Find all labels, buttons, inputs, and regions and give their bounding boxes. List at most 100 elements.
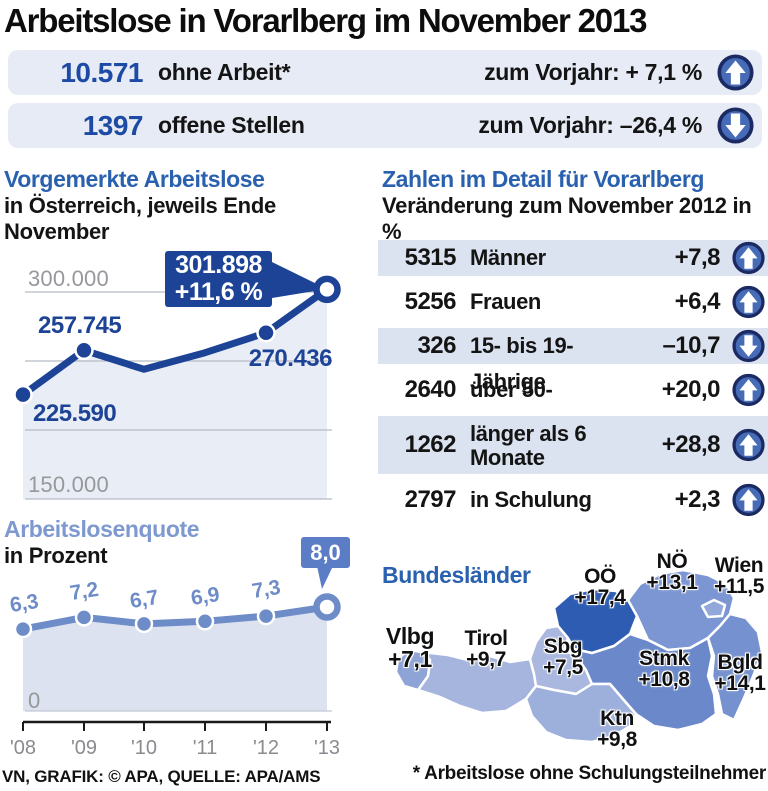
region-value: +17,4 [574, 586, 626, 609]
stat-value: 1397 [82, 110, 144, 141]
chart1-gridline-label-top: 300.000 [28, 266, 109, 291]
chart2-point-label: 6,7 [128, 585, 160, 614]
axis-year-label: '08 [9, 737, 37, 759]
table-row: 326 15- bis 19-Jährige –10,7 [378, 328, 768, 394]
map-region-vlbg [394, 648, 432, 692]
row-label: Frauen [470, 289, 541, 314]
row-count: 2640 [404, 376, 457, 403]
table-row: 1262 länger als 6 Monate +28,8 [378, 416, 768, 474]
chart2-title: Arbeitslosenquote [4, 516, 200, 542]
stat-change: zum Vorjahr: –26,4 % [478, 112, 702, 138]
up-arrow-icon [732, 428, 765, 462]
map-label-bgld: Bgld +14,1 [712, 652, 768, 695]
austria-map [394, 568, 764, 744]
row-label: in Schulung [470, 487, 592, 512]
row-label: 15- bis 19-Jährige [470, 333, 574, 394]
detail-title: Zahlen im Detail für Vorarlberg [382, 166, 705, 192]
up-arrow-icon [732, 241, 765, 275]
table-row: 2797 in Schulung +2,3 [378, 482, 768, 518]
chart1-gridline-label-bottom: 150.000 [28, 472, 109, 497]
table-row: 5256 Frauen +6,4 [378, 284, 768, 320]
axis-year-label: '13 [313, 737, 341, 759]
map-title: Bundesländer [382, 562, 531, 588]
row-change: +2,3 [674, 486, 721, 513]
stat-label: ohne Arbeit* [158, 59, 291, 85]
chart2-subtitle: in Prozent [4, 543, 108, 568]
chart2-point-label: 6,9 [189, 582, 221, 611]
axis-year-label: '09 [70, 737, 98, 759]
footnote: * Arbeitslose ohne Schulungsteilnehmer [412, 763, 767, 784]
region-name: Stmk [639, 647, 689, 670]
row-count: 5256 [404, 288, 457, 315]
region-name: Vlbg [385, 623, 435, 649]
map-label-vlbg: Vlbg +7,1 [380, 625, 440, 671]
stat-value: 10.571 [60, 57, 143, 88]
chart1-callout: 301.898 +11,6 % [165, 251, 272, 307]
axis-year-label: '11 [192, 737, 218, 759]
map-region-stmk [572, 632, 718, 732]
page-title: Arbeitslose in Vorarlberg im November 20… [4, 2, 647, 39]
map-label-noe: NÖ +13,1 [641, 551, 703, 594]
row-count: 2797 [404, 486, 457, 513]
axis-year-label: '12 [252, 737, 280, 759]
map-label-wien: Wien +11,5 [710, 555, 768, 598]
chart2-zero-label: 0 [28, 688, 41, 713]
up-arrow-icon [717, 54, 754, 91]
region-name: Sbg [543, 635, 583, 658]
chart2-point-label: 7,2 [68, 577, 100, 606]
region-value: +11,5 [714, 575, 764, 598]
region-value: +14,1 [714, 672, 766, 695]
region-name: Ktn [600, 707, 634, 730]
chart1-callout-change: +11,6 % [174, 278, 263, 306]
source-credit: VN, GRAFIK: © APA, QUELLE: APA/AMS [2, 767, 321, 786]
chart2-callout: 8,0 [301, 537, 350, 568]
stat-bar-vacancies: 1397 offene Stellen zum Vorjahr: –26,4 % [8, 103, 762, 148]
region-value: +10,8 [638, 668, 690, 691]
region-name: Tirol [464, 627, 508, 650]
row-label: Männer [470, 245, 546, 270]
chart2-point-label: 7,3 [250, 575, 282, 604]
down-arrow-icon [732, 329, 765, 363]
chart1-point-label-2009: 257.745 [38, 312, 122, 339]
region-value: +9,8 [597, 728, 637, 751]
down-arrow-icon [717, 107, 754, 144]
region-name: OÖ [584, 565, 616, 588]
up-arrow-icon [732, 483, 765, 517]
region-value: +7,5 [543, 656, 583, 679]
chart1-title: Vorgemerkte Arbeitslose [4, 166, 265, 192]
map-label-ooe: OÖ +17,4 [566, 566, 634, 609]
row-count: 1262 [404, 431, 457, 458]
chart2-callout-pointer [317, 566, 333, 589]
map-label-ktn: Ktn +9,8 [584, 708, 650, 751]
row-count: 326 [417, 332, 456, 359]
chart1-subtitle: in Österreich, jeweils Ende November [4, 193, 276, 244]
region-value: +13,1 [646, 571, 698, 594]
row-change: +7,8 [674, 244, 721, 271]
chart1-point-label-2012: 270.436 [248, 345, 333, 372]
region-name: Wien [714, 554, 764, 577]
up-arrow-icon [732, 373, 765, 407]
chart1-plot [13, 262, 341, 500]
region-value: +7,1 [388, 646, 432, 672]
map-region-wien [700, 598, 727, 619]
stat-bar-unemployed: 10.571 ohne Arbeit* zum Vorjahr: + 7,1 % [8, 50, 762, 95]
chart2-plot [13, 593, 341, 731]
row-change: +6,4 [674, 288, 721, 315]
up-arrow-icon [732, 285, 765, 319]
map-label-tirol: Tirol +9,7 [453, 628, 519, 671]
table-row: 2640 über 50-Jährige +20,0 [378, 372, 768, 438]
row-label: länger als 6 Monate [470, 421, 587, 470]
row-count: 5315 [404, 244, 457, 271]
stat-label: offene Stellen [158, 112, 305, 138]
row-change: +20,0 [661, 376, 721, 403]
map-label-sbg: Sbg +7,5 [531, 636, 595, 679]
stat-change: zum Vorjahr: + 7,1 % [484, 59, 702, 85]
region-name: Bgld [717, 651, 763, 674]
row-change: –10,7 [662, 332, 720, 359]
chart1-point-label-2008: 225.590 [33, 400, 117, 427]
region-name: NÖ [656, 550, 688, 573]
detail-subtitle: Veränderung zum November 2012 in % [382, 193, 752, 244]
map-region-ktn [524, 682, 638, 744]
row-change: +28,8 [661, 431, 721, 458]
